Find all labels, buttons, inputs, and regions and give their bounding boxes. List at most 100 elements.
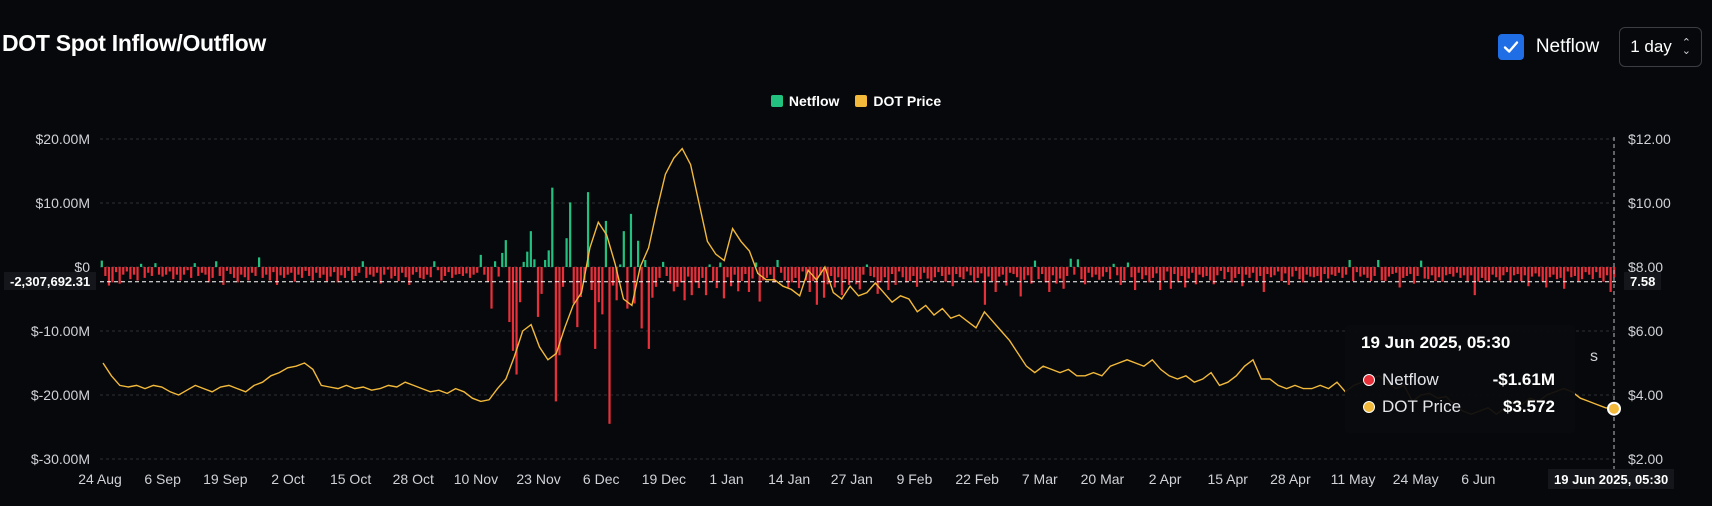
x-tick-label: 20 Mar xyxy=(1081,471,1125,487)
netflow-bar xyxy=(1420,260,1423,267)
x-tick-label: 2 Oct xyxy=(271,471,305,487)
netflow-bar xyxy=(765,267,768,278)
netflow-bar xyxy=(565,238,568,267)
netflow-bar xyxy=(1609,267,1612,292)
netflow-bar xyxy=(1169,267,1172,289)
netflow-bar xyxy=(347,267,350,271)
netflow-bar xyxy=(1359,267,1362,277)
netflow-bar xyxy=(329,267,332,277)
netflow-bar xyxy=(393,267,397,276)
netflow-bar xyxy=(1069,258,1072,267)
y-right-tick-label: $6.00 xyxy=(1628,323,1663,339)
netflow-bar xyxy=(1577,267,1580,282)
netflow-bar xyxy=(690,267,693,296)
netflow-bar xyxy=(747,267,751,292)
netflow-bar xyxy=(350,267,354,281)
netflow-bar xyxy=(1538,267,1541,277)
netflow-bar xyxy=(1277,267,1280,272)
tooltip-row-dot-price: DOT Price $3.572 xyxy=(1363,397,1555,417)
netflow-bar xyxy=(150,267,153,276)
netflow-bar xyxy=(1541,267,1544,282)
netflow-bar xyxy=(990,267,994,282)
netflow-bar xyxy=(973,267,976,283)
netflow-bar xyxy=(168,267,171,272)
netflow-bar xyxy=(1205,267,1208,276)
netflow-bar xyxy=(240,267,243,275)
netflow-bar xyxy=(1309,267,1312,277)
legend-item-netflow[interactable]: Netflow xyxy=(770,93,839,109)
netflow-bar xyxy=(497,267,500,277)
netflow-bar xyxy=(1051,267,1054,276)
netflow-bar xyxy=(1241,267,1244,287)
netflow-bar xyxy=(1555,267,1559,280)
netflow-bar xyxy=(1083,267,1087,285)
netflow-bar xyxy=(915,267,919,287)
netflow-bar xyxy=(837,267,840,278)
netflow-bar xyxy=(433,261,436,267)
check-icon xyxy=(1503,41,1519,53)
netflow-bar xyxy=(1391,267,1394,275)
netflow-bar xyxy=(1398,267,1401,288)
netflow-bar xyxy=(1552,267,1555,275)
netflow-bar xyxy=(1201,267,1205,278)
tooltip-value-netflow: -$1.61M xyxy=(1492,370,1555,389)
netflow-bar xyxy=(1595,267,1598,273)
netflow-bar xyxy=(490,267,493,309)
netflow-bar xyxy=(715,267,718,289)
x-tick-label: 14 Jan xyxy=(768,471,810,487)
netflow-bar xyxy=(558,267,561,356)
netflow-bar xyxy=(1605,267,1609,276)
netflow-bar xyxy=(608,267,611,424)
netflow-bar xyxy=(812,267,815,282)
netflow-bar xyxy=(315,267,318,273)
netflow-bar xyxy=(1366,267,1369,278)
netflow-bar xyxy=(1244,267,1248,275)
netflow-bar xyxy=(361,261,364,267)
netflow-bar xyxy=(1573,267,1576,276)
netflow-bar xyxy=(1369,267,1373,282)
tooltip-dot-dot-price xyxy=(1363,401,1375,413)
netflow-bar xyxy=(283,267,286,278)
crosshair-date-label: 19 Jun 2025, 05:30 xyxy=(1548,469,1675,489)
netflow-bar xyxy=(887,267,890,291)
netflow-bar xyxy=(1298,267,1301,280)
netflow-bar xyxy=(1073,267,1076,275)
netflow-bar xyxy=(1312,267,1315,278)
netflow-bar xyxy=(1480,267,1484,278)
interval-value: 1 day xyxy=(1630,37,1672,56)
netflow-bar xyxy=(465,267,468,274)
netflow-bar xyxy=(236,267,239,283)
netflow-bar xyxy=(1101,267,1105,277)
x-tick-label: 15 Apr xyxy=(1207,471,1248,487)
netflow-bar xyxy=(544,259,547,267)
netflow-bar xyxy=(951,267,954,287)
netflow-bar xyxy=(1427,267,1430,280)
netflow-bar xyxy=(1448,267,1451,275)
netflow-bar xyxy=(254,267,257,276)
netflow-bar xyxy=(379,267,382,284)
netflow-bar xyxy=(1187,267,1190,279)
netflow-bar xyxy=(1191,267,1194,273)
netflow-bar xyxy=(132,267,136,275)
netflow-bar xyxy=(948,267,951,275)
netflow-bar xyxy=(1327,267,1330,279)
netflow-bar xyxy=(726,267,729,278)
netflow-bar xyxy=(926,267,929,279)
netflow-bar xyxy=(333,267,336,273)
legend-item-dot-price[interactable]: DOT Price xyxy=(855,93,941,109)
netflow-bar xyxy=(247,267,250,281)
netflow-bar xyxy=(179,267,182,281)
netflow-bar xyxy=(272,267,275,273)
netflow-bar xyxy=(1319,267,1323,282)
interval-select[interactable]: 1 day ⌃ ⌄ xyxy=(1619,27,1702,67)
netflow-bar xyxy=(1294,267,1298,271)
netflow-bar xyxy=(958,267,962,278)
netflow-bar xyxy=(1466,267,1469,282)
netflow-bar xyxy=(1362,267,1366,275)
netflow-bar xyxy=(1545,267,1548,288)
netflow-checkbox[interactable] xyxy=(1497,34,1524,60)
netflow-bar xyxy=(1048,267,1051,292)
netflow-bar xyxy=(540,267,543,294)
netflow-bar xyxy=(340,267,343,276)
